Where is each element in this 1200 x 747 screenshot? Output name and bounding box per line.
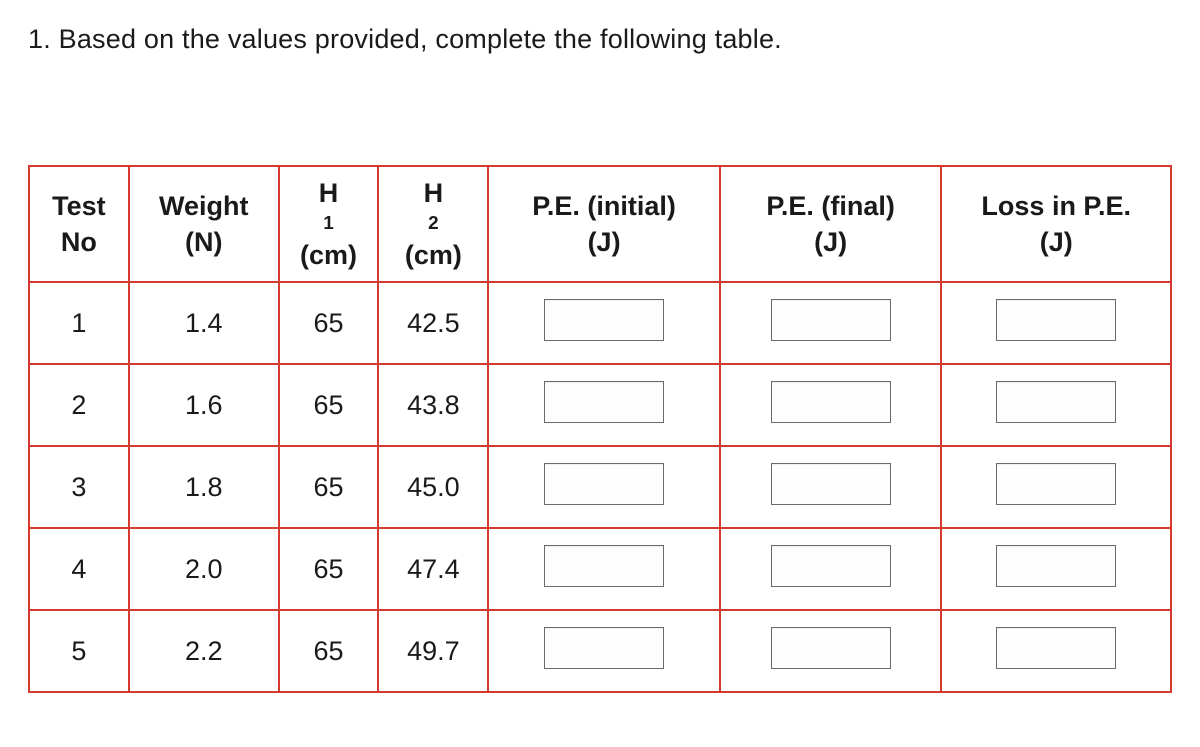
cell-loss: [941, 610, 1171, 692]
question-text: 1. Based on the values provided, complet…: [28, 24, 1172, 55]
cell-h1: 65: [279, 528, 379, 610]
data-table: Test No Weight (N) H1 (cm) H2 (cm) P.E. …: [28, 165, 1172, 693]
loss-input[interactable]: [996, 381, 1116, 423]
pe_i-input[interactable]: [544, 627, 664, 669]
loss-input[interactable]: [996, 463, 1116, 505]
loss-input[interactable]: [996, 299, 1116, 341]
table-row: 21.66543.8: [29, 364, 1171, 446]
table-row: 31.86545.0: [29, 446, 1171, 528]
cell-h2: 45.0: [378, 446, 488, 528]
cell-pe_i: [488, 446, 720, 528]
cell-weight: 1.6: [129, 364, 279, 446]
table-row: 11.46542.5: [29, 282, 1171, 364]
cell-h1: 65: [279, 610, 379, 692]
cell-pe_f: [720, 610, 942, 692]
pe_f-input[interactable]: [771, 299, 891, 341]
pe_i-input[interactable]: [544, 463, 664, 505]
col-header-pe-initial: P.E. (initial) (J): [488, 166, 720, 282]
cell-test_no: 4: [29, 528, 129, 610]
cell-h1: 65: [279, 446, 379, 528]
cell-pe_i: [488, 528, 720, 610]
table-row: 52.26549.7: [29, 610, 1171, 692]
cell-loss: [941, 528, 1171, 610]
cell-pe_i: [488, 282, 720, 364]
cell-loss: [941, 446, 1171, 528]
pe_f-input[interactable]: [771, 463, 891, 505]
cell-test_no: 5: [29, 610, 129, 692]
pe_i-input[interactable]: [544, 299, 664, 341]
cell-pe_f: [720, 528, 942, 610]
col-header-h1: H1 (cm): [279, 166, 379, 282]
cell-test_no: 1: [29, 282, 129, 364]
col-header-test-no: Test No: [29, 166, 129, 282]
cell-pe_f: [720, 446, 942, 528]
col-header-loss-pe: Loss in P.E. (J): [941, 166, 1171, 282]
cell-pe_f: [720, 282, 942, 364]
cell-test_no: 3: [29, 446, 129, 528]
pe_i-input[interactable]: [544, 545, 664, 587]
cell-loss: [941, 282, 1171, 364]
cell-h1: 65: [279, 282, 379, 364]
table-body: 11.46542.521.66543.831.86545.042.06547.4…: [29, 282, 1171, 692]
cell-pe_f: [720, 364, 942, 446]
pe_i-input[interactable]: [544, 381, 664, 423]
col-header-h2: H2 (cm): [378, 166, 488, 282]
cell-pe_i: [488, 610, 720, 692]
table-header-row: Test No Weight (N) H1 (cm) H2 (cm) P.E. …: [29, 166, 1171, 282]
cell-weight: 1.8: [129, 446, 279, 528]
pe_f-input[interactable]: [771, 627, 891, 669]
cell-h2: 43.8: [378, 364, 488, 446]
table-scroll-region[interactable]: Test No Weight (N) H1 (cm) H2 (cm) P.E. …: [28, 165, 1172, 707]
loss-input[interactable]: [996, 627, 1116, 669]
cell-h2: 49.7: [378, 610, 488, 692]
cell-pe_i: [488, 364, 720, 446]
cell-test_no: 2: [29, 364, 129, 446]
cell-h2: 42.5: [378, 282, 488, 364]
cell-h1: 65: [279, 364, 379, 446]
loss-input[interactable]: [996, 545, 1116, 587]
cell-weight: 2.0: [129, 528, 279, 610]
cell-weight: 1.4: [129, 282, 279, 364]
cell-loss: [941, 364, 1171, 446]
pe_f-input[interactable]: [771, 545, 891, 587]
table-row: 42.06547.4: [29, 528, 1171, 610]
cell-h2: 47.4: [378, 528, 488, 610]
pe_f-input[interactable]: [771, 381, 891, 423]
col-header-weight: Weight (N): [129, 166, 279, 282]
cell-weight: 2.2: [129, 610, 279, 692]
col-header-pe-final: P.E. (final) (J): [720, 166, 942, 282]
